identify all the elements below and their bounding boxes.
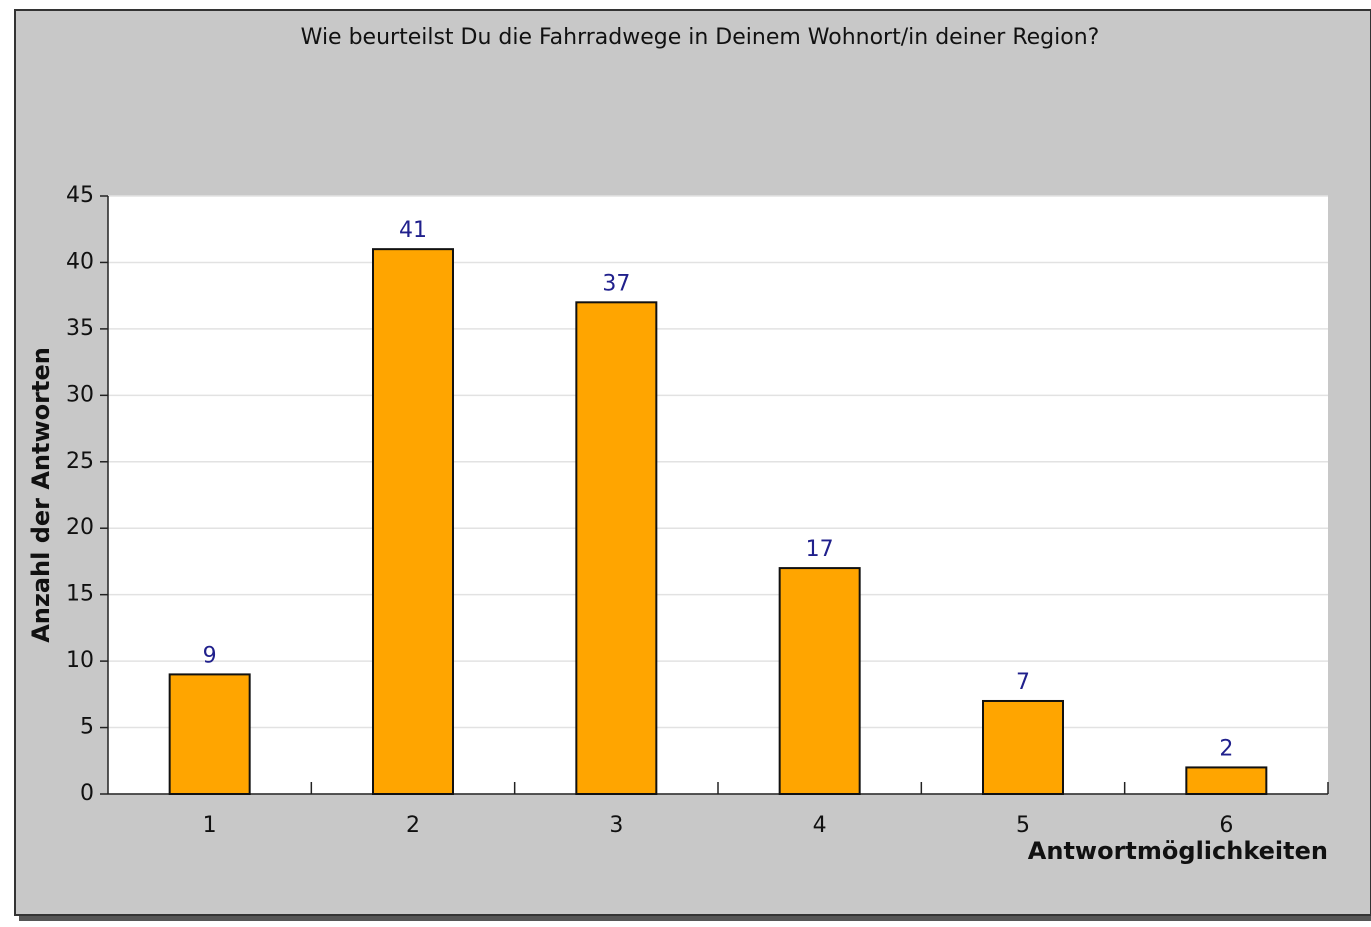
y-tick-label: 20 [66, 515, 94, 540]
y-tick-label: 45 [66, 183, 94, 208]
bar [1185, 766, 1268, 796]
value-label: 17 [806, 537, 834, 562]
chart-title: Wie beurteilst Du die Fahrradwege in Dei… [301, 25, 1100, 50]
plot-area [108, 196, 1328, 794]
bar [168, 673, 251, 796]
x-tick-label: 5 [1016, 813, 1030, 838]
x-tick-label: 2 [406, 813, 420, 838]
y-tick-label: 5 [80, 715, 94, 740]
bar [778, 567, 861, 795]
x-axis-label: Antwortmöglichkeiten [1028, 837, 1328, 865]
y-tick-label: 15 [66, 582, 94, 607]
bar [982, 699, 1064, 796]
value-label: 9 [203, 643, 217, 668]
x-tick-label: 4 [813, 813, 827, 838]
y-axis-label: Anzahl der Antworten [27, 347, 55, 643]
y-tick-label: 0 [80, 781, 94, 806]
y-tick-label: 35 [66, 316, 94, 341]
y-tick-label: 30 [66, 382, 94, 407]
y-tick-label: 40 [66, 249, 94, 274]
x-tick-label: 1 [203, 813, 217, 838]
bar [372, 248, 454, 795]
x-tick-label: 3 [609, 813, 623, 838]
y-tick-label: 10 [66, 648, 94, 673]
bar [575, 301, 658, 795]
value-label: 2 [1219, 736, 1233, 761]
value-label: 37 [602, 271, 630, 296]
x-tick-label: 6 [1219, 813, 1233, 838]
value-label: 41 [399, 218, 427, 243]
value-label: 7 [1016, 670, 1030, 695]
y-tick-label: 25 [66, 449, 94, 474]
